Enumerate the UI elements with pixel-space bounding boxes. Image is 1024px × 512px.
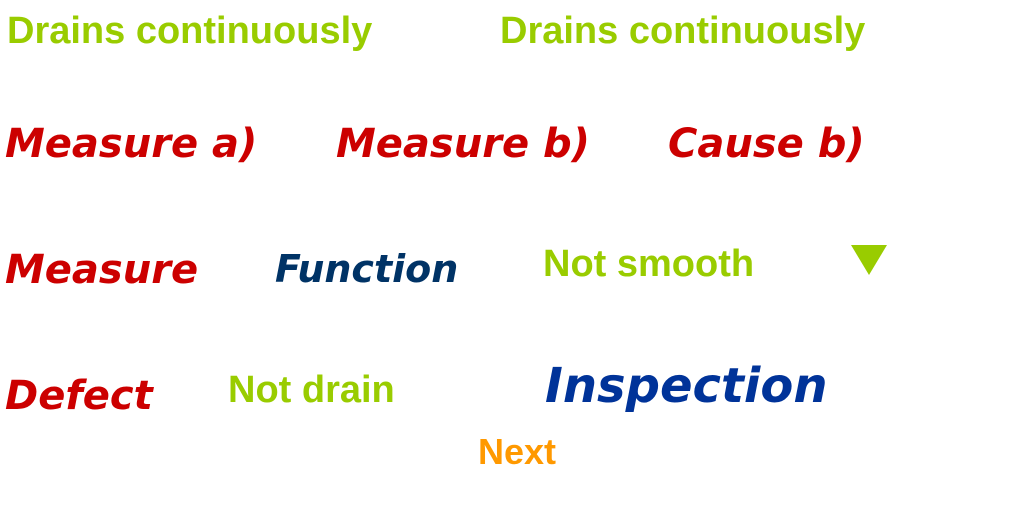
cause-b-label: Cause b) [668, 121, 865, 167]
function-label: Function [275, 247, 459, 291]
inspection-label: Inspection [545, 358, 828, 414]
not-smooth-label: Not smooth [543, 243, 755, 285]
triangle-down-icon[interactable] [851, 245, 887, 275]
measure-a-label: Measure a) [5, 121, 258, 167]
not-drain-label: Not drain [228, 369, 395, 411]
defect-label: Defect [5, 373, 153, 419]
drains-continuously-label-2: Drains continuously [500, 10, 866, 52]
measure-label: Measure [5, 247, 199, 293]
next-button[interactable]: Next [478, 431, 557, 472]
drains-continuously-label-1: Drains continuously [7, 10, 373, 52]
measure-b-label: Measure b) [336, 121, 590, 167]
